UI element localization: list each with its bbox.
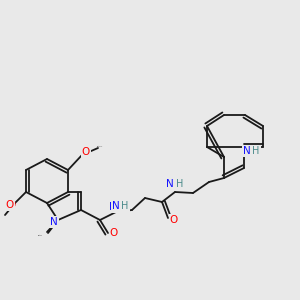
Text: O: O	[6, 200, 14, 210]
Text: O: O	[81, 147, 89, 157]
Text: H: H	[122, 202, 130, 212]
Text: N: N	[242, 145, 250, 155]
Text: H: H	[250, 145, 258, 155]
Text: N: N	[49, 217, 57, 227]
Text: N: N	[50, 217, 58, 227]
Text: H: H	[176, 179, 184, 189]
Text: methyl: methyl	[38, 234, 42, 236]
Text: N: N	[243, 146, 251, 156]
Text: O: O	[82, 147, 90, 157]
Text: O: O	[109, 228, 117, 238]
Text: H: H	[252, 146, 260, 156]
Text: O: O	[110, 228, 118, 238]
Text: H: H	[176, 180, 184, 190]
Text: N: N	[168, 180, 176, 190]
Text: N: N	[114, 202, 122, 212]
Text: N: N	[166, 179, 174, 189]
Text: O: O	[7, 200, 15, 210]
Text: N: N	[112, 201, 120, 211]
Text: methoxy: methoxy	[97, 146, 103, 147]
Text: H: H	[121, 201, 129, 211]
Text: NH: NH	[109, 202, 125, 212]
Text: O: O	[169, 215, 177, 225]
Text: methyl: methyl	[45, 237, 50, 238]
Text: O: O	[170, 215, 178, 225]
